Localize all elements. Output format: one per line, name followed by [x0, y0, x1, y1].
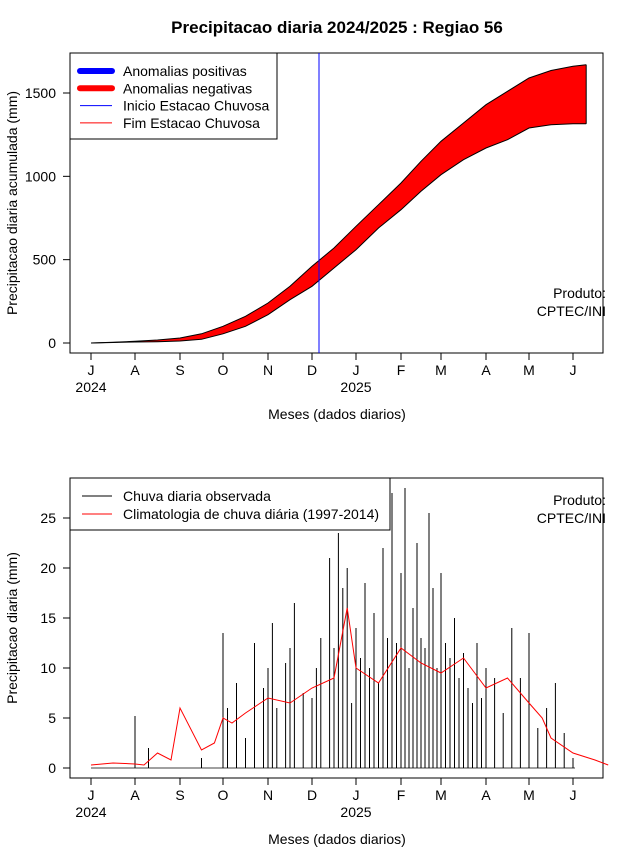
plot-frame — [69, 52, 604, 354]
legend: Chuva diaria observada Climatologia de ch… — [69, 477, 391, 531]
legend-label: Anomalias positivas — [123, 63, 247, 79]
climatology-daily-line — [90, 607, 609, 766]
legend-label: Inicio Estacao Chuvosa — [123, 98, 270, 114]
y-tick-label: 0 — [48, 335, 56, 351]
y-tick-label: 10 — [40, 660, 56, 676]
x-axis-label: Meses (dados diarios) — [268, 831, 406, 847]
x-tick-label: A — [130, 787, 140, 803]
climatology-cumulative-line — [90, 64, 587, 344]
x-tick-label: M — [523, 787, 535, 803]
credit-line: Produto: — [553, 285, 606, 301]
year-label: 2025 — [340, 379, 371, 395]
y-axis-label: Precipitacao diaria acumulada (mm) — [4, 91, 20, 315]
x-tick-label: N — [263, 362, 273, 378]
y-tick-label: 1500 — [25, 85, 56, 101]
legend-label: Climatologia de chuva diária (1997-2014) — [123, 506, 379, 522]
legend-box — [69, 52, 278, 140]
x-tick-label: M — [435, 362, 447, 378]
y-tick-label: 25 — [40, 510, 56, 526]
legend-label: Anomalias negativas — [123, 80, 252, 96]
year-label: 2024 — [75, 379, 106, 395]
x-tick-label: S — [175, 362, 184, 378]
credit-line: CPTEC/INI — [537, 303, 606, 319]
x-tick-label: J — [353, 787, 360, 803]
y-tick-label: 500 — [33, 252, 57, 268]
x-tick-label: D — [307, 362, 317, 378]
y-tick-label: 1000 — [25, 168, 56, 184]
x-tick-label: J — [88, 362, 95, 378]
credit-line: Produto: — [553, 492, 606, 508]
x-tick-label: A — [481, 787, 491, 803]
x-tick-label: F — [397, 362, 406, 378]
y-tick-label: 5 — [48, 710, 56, 726]
y-axis-label: Precipitacao diaria (mm) — [4, 552, 20, 704]
x-tick-label: D — [307, 787, 317, 803]
x-axis-label: Meses (dados diarios) — [268, 406, 406, 422]
negative-anomaly-area — [91, 64, 587, 343]
y-tick-label: 20 — [40, 560, 56, 576]
legend-label: Chuva diaria observada — [123, 488, 271, 504]
x-tick-label: J — [88, 787, 95, 803]
x-tick-label: O — [218, 787, 229, 803]
x-tick-label: O — [218, 362, 229, 378]
year-label: 2025 — [340, 804, 371, 820]
x-tick-label: A — [481, 362, 491, 378]
x-tick-label: A — [130, 362, 140, 378]
y-tick-label: 15 — [40, 610, 56, 626]
chart-title: Precipitacao diaria 2024/2025 : Regiao 5… — [171, 18, 503, 37]
x-tick-label: M — [435, 787, 447, 803]
legend-label: Fim Estacao Chuvosa — [123, 115, 260, 131]
observed-cumulative-line — [90, 123, 587, 344]
credit-line: CPTEC/INI — [537, 510, 606, 526]
x-tick-label: F — [397, 787, 406, 803]
x-tick-label: M — [523, 362, 535, 378]
x-tick-label: S — [175, 787, 184, 803]
year-label: 2024 — [75, 804, 106, 820]
x-tick-label: J — [353, 362, 360, 378]
x-tick-label: N — [263, 787, 273, 803]
x-tick-label: J — [570, 362, 577, 378]
legend-box — [69, 477, 391, 531]
y-tick-label: 0 — [48, 760, 56, 776]
x-tick-label: J — [570, 787, 577, 803]
